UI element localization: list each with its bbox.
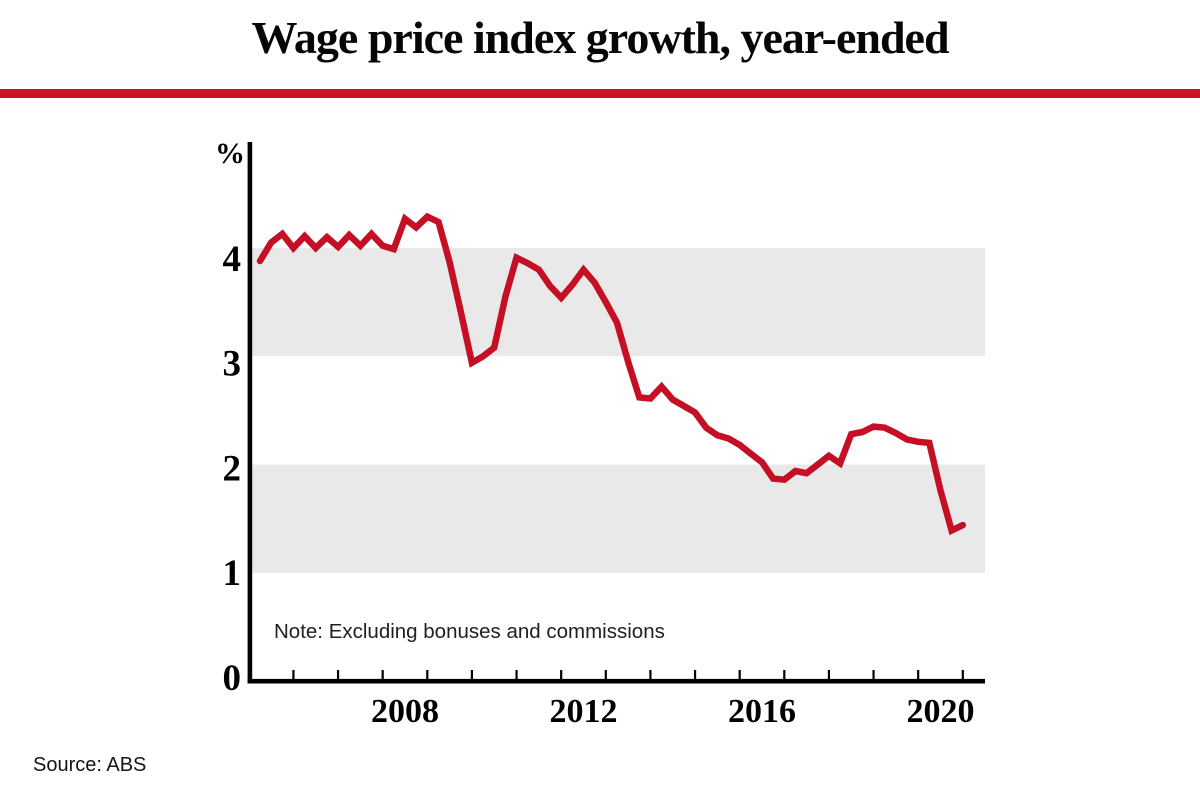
- x-tick-2014: [649, 670, 652, 679]
- x-tick-2015: [693, 670, 697, 679]
- y-axis-labels: 0 1 2 3 4: [223, 239, 242, 699]
- x-tick-2016: [738, 670, 741, 679]
- x-axis-labels: 2008 2012 2016 2020: [371, 693, 975, 730]
- wage-price-index-chart: 2008 2012 2016 2020 0 1 2 3 4 % Note: Excluding…: [215, 137, 986, 730]
- x-axis-label-2012: 2012: [549, 693, 617, 730]
- x-axis-label-2020: 2020: [906, 693, 974, 730]
- x-axis-ticks: [292, 670, 964, 679]
- y-axis-label-0: 0: [223, 658, 242, 699]
- y-axis-label-1: 1: [223, 553, 242, 594]
- x-tick-2019: [872, 670, 875, 679]
- grid-bands: [250, 248, 985, 573]
- x-axis-label-2016: 2016: [728, 693, 796, 730]
- x-axis-line: [247, 678, 986, 684]
- x-tick-2021: [961, 670, 964, 679]
- x-tick-2018: [827, 670, 831, 679]
- x-tick-2020: [917, 670, 920, 679]
- x-tick-2007: [336, 670, 340, 679]
- x-tick-2009: [426, 670, 429, 679]
- x-tick-2013: [604, 670, 607, 679]
- axes: [247, 142, 986, 684]
- grid-band-1-2: [250, 464, 985, 573]
- wpi-growth-line: [256, 212, 967, 536]
- grid-band-3-4: [250, 248, 985, 357]
- x-tick-2008: [381, 670, 384, 679]
- x-tick-2012: [560, 670, 563, 679]
- y-axis-label-3: 3: [223, 344, 242, 385]
- x-axis-label-2008: 2008: [371, 693, 439, 730]
- source-text: Source: ABS: [33, 754, 147, 776]
- y-axis-label-4: 4: [223, 239, 242, 280]
- chart-title: Wage price index growth, year-ended: [251, 12, 949, 63]
- x-tick-2010: [470, 670, 474, 679]
- x-tick-2006: [292, 670, 295, 679]
- y-axis-unit-label: %: [215, 137, 245, 170]
- x-tick-2017: [783, 670, 786, 679]
- y-axis-label-2: 2: [223, 448, 242, 489]
- chart-note: Note: Excluding bonuses and commissions: [274, 620, 665, 643]
- y-axis-line: [247, 142, 253, 684]
- red-divider-rule: [0, 89, 1200, 98]
- x-tick-2011: [515, 670, 518, 679]
